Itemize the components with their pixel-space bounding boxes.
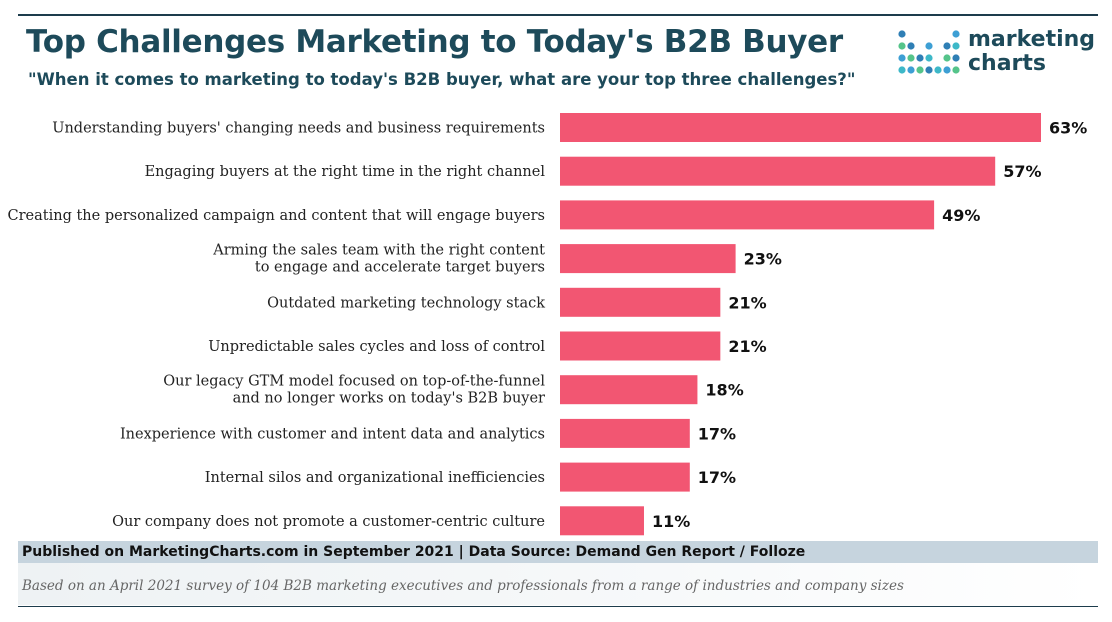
category-label: Engaging buyers at the right time in the…	[145, 164, 546, 180]
bar	[560, 375, 697, 404]
bar	[560, 200, 934, 229]
bar	[560, 288, 720, 317]
bar	[560, 332, 720, 361]
logo-dot	[916, 66, 923, 73]
value-label: 23%	[744, 250, 782, 269]
logo-dot	[925, 54, 932, 61]
bar	[560, 113, 1041, 142]
bar	[560, 506, 644, 535]
category-label: Inexperience with customer and intent da…	[120, 426, 545, 442]
bar	[560, 463, 690, 492]
category-label: Understanding buyers' changing needs and…	[52, 121, 545, 137]
value-label: 18%	[705, 381, 743, 400]
logo-dot	[925, 66, 932, 73]
chart-title: Top Challenges Marketing to Today's B2B …	[26, 24, 843, 60]
value-label: 21%	[728, 337, 766, 356]
value-label: 57%	[1003, 162, 1041, 181]
logo-line-1: marketing	[968, 28, 1095, 52]
survey-note: Based on an April 2021 survey of 104 B2B…	[22, 578, 904, 594]
category-label: Our company does not promote a customer-…	[112, 514, 545, 530]
logo-dot	[898, 42, 905, 49]
logo-dot	[907, 42, 914, 49]
value-label: 63%	[1049, 119, 1087, 138]
logo-dot	[916, 54, 923, 61]
value-label: 49%	[942, 206, 980, 225]
bar-chart: 63% Understanding buyers' changing needs …	[0, 105, 1112, 539]
bottom-rule	[18, 606, 1098, 607]
category-label: Arming the sales team with the right con…	[212, 243, 545, 276]
value-label: 17%	[698, 424, 736, 443]
logo-dot	[943, 66, 950, 73]
category-label: Creating the personalized campaign and c…	[8, 208, 545, 224]
logo-line-2: charts	[968, 52, 1095, 76]
value-label: 11%	[652, 512, 690, 531]
category-label: Internal silos and organizational ineffi…	[205, 470, 545, 486]
category-label: Our legacy GTM model focused on top-of-t…	[163, 374, 545, 407]
logo-dot	[952, 54, 959, 61]
category-label: Unpredictable sales cycles and loss of c…	[208, 339, 545, 355]
bar	[560, 244, 736, 273]
marketingcharts-logo: marketing charts	[898, 26, 1098, 82]
logo-dot	[898, 54, 905, 61]
value-label: 17%	[698, 468, 736, 487]
bar	[560, 157, 995, 186]
logo-dot	[934, 66, 941, 73]
source-line: Published on MarketingCharts.com in Sept…	[22, 544, 805, 560]
logo-dot	[925, 42, 932, 49]
logo-dot	[952, 42, 959, 49]
bar	[560, 419, 690, 448]
logo-dot	[898, 66, 905, 73]
logo-dot	[952, 30, 959, 37]
logo-dot	[907, 66, 914, 73]
logo-dot	[907, 54, 914, 61]
logo-dot	[952, 66, 959, 73]
logo-dot	[898, 30, 905, 37]
top-rule	[18, 14, 1098, 16]
logo-dot	[943, 42, 950, 49]
value-label: 21%	[728, 293, 766, 312]
logo-dots-icon	[898, 26, 962, 80]
logo-dot	[943, 54, 950, 61]
chart-subtitle: "When it comes to marketing to today's B…	[28, 70, 855, 89]
category-label: Outdated marketing technology stack	[267, 295, 545, 311]
